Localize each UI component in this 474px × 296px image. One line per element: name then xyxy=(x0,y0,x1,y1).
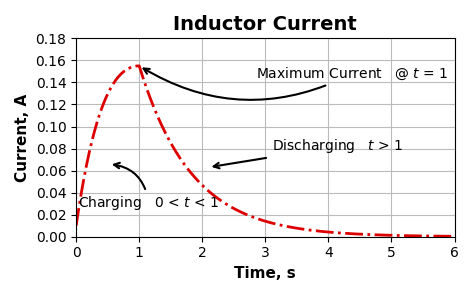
Y-axis label: Current, A: Current, A xyxy=(15,94,30,182)
Text: Maximum Current   @ $\it{t}$ = 1: Maximum Current @ $\it{t}$ = 1 xyxy=(144,65,448,100)
Text: Charging   0 < $\it{t}$ < 1: Charging 0 < $\it{t}$ < 1 xyxy=(78,163,219,213)
Title: Inductor Current: Inductor Current xyxy=(173,15,357,34)
Text: Discharging   $\it{t}$ > 1: Discharging $\it{t}$ > 1 xyxy=(214,137,403,168)
X-axis label: Time, s: Time, s xyxy=(235,266,296,281)
